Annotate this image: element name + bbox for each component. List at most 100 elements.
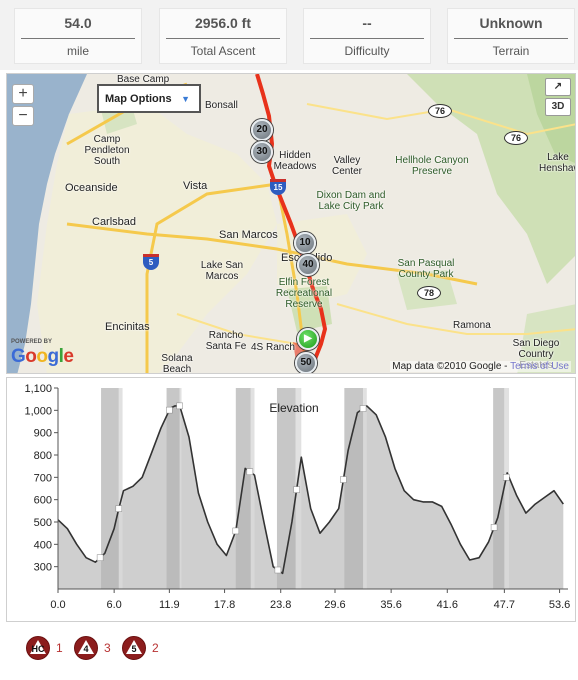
- distance-marker-10[interactable]: 10: [294, 232, 316, 254]
- hc-climb-icon: HC: [26, 636, 50, 660]
- mountain-icon: [78, 640, 94, 654]
- x-tick-label: 29.6: [324, 599, 345, 611]
- climb-category: HC: [31, 644, 45, 654]
- road: [176, 313, 298, 345]
- stat-total-ascent-value: 2956.0 ft: [194, 15, 252, 31]
- map-data-credit: Map data ©2010 Google -: [392, 361, 511, 372]
- stat-difficulty-label: Difficulty: [344, 44, 390, 58]
- cat5-climb-icon: 5: [122, 636, 146, 660]
- climb-band: [166, 388, 180, 589]
- stat-distance: 54.0 mile: [14, 8, 142, 64]
- google-logo[interactable]: Google: [11, 346, 74, 367]
- stat-total-ascent: 2956.0 ft Total Ascent: [159, 8, 287, 64]
- waypoint-marker: [176, 402, 183, 410]
- place-label: Dixon Dam and Lake City Park: [316, 190, 386, 212]
- waypoint-marker: [166, 406, 173, 414]
- y-tick-label: 800: [34, 450, 52, 462]
- place-label: San Pasqual County Park: [397, 258, 455, 280]
- highway-shield-76: 76: [428, 104, 452, 118]
- highway-shield-78: 78: [417, 286, 441, 300]
- view-3d-button[interactable]: 3D: [545, 98, 571, 116]
- waypoint-marker: [490, 524, 498, 531]
- zoom-in-button[interactable]: +: [12, 84, 34, 104]
- y-tick-label: 1,100: [24, 383, 52, 395]
- park-area: [517, 304, 575, 373]
- place-label: Bonsall: [205, 100, 238, 111]
- place-label: Valley Center: [331, 155, 362, 177]
- place-label: Oceanside: [65, 182, 118, 194]
- place-label: Vista: [183, 180, 208, 192]
- climb-band: [276, 388, 296, 589]
- park-area: [527, 74, 575, 164]
- x-tick-label: 53.6: [549, 599, 570, 611]
- x-tick-label: 35.6: [380, 599, 401, 611]
- zoom-out-button[interactable]: −: [12, 106, 34, 126]
- x-tick-label: 11.9: [159, 599, 180, 611]
- elevation-line: [57, 405, 564, 575]
- place-label: Solana Beach: [161, 353, 193, 374]
- waypoint-marker: [502, 474, 510, 481]
- climb-band-light: [363, 388, 367, 589]
- route-stats-bar: 54.0 mile 2956.0 ft Total Ascent -- Diff…: [0, 0, 578, 70]
- climb-band-light: [118, 388, 123, 589]
- place-label: 4S Ranch: [251, 342, 295, 353]
- park-area: [407, 74, 575, 284]
- road: [66, 222, 478, 286]
- road: [336, 303, 575, 335]
- stat-distance-value: 54.0: [64, 15, 92, 31]
- place-label: Hidden Meadows: [273, 150, 317, 172]
- map-options-button[interactable]: Map Options ▼: [97, 84, 201, 113]
- climb-band: [344, 388, 364, 589]
- climb-band-light: [504, 388, 510, 589]
- y-tick-label: 300: [34, 562, 52, 574]
- distance-marker-20[interactable]: 20: [251, 119, 273, 141]
- map-options-label: Map Options: [105, 93, 172, 105]
- y-tick-label: 1,000: [24, 405, 52, 417]
- interstate-shield-15: 15: [270, 179, 286, 195]
- stat-difficulty: -- Difficulty: [303, 8, 431, 64]
- stat-terrain-label: Terrain: [492, 44, 530, 58]
- place-label: Lake Henshaw: [539, 152, 575, 174]
- stat-distance-label: mile: [66, 44, 89, 58]
- mountain-icon: [30, 640, 46, 654]
- stat-difficulty-value: --: [362, 15, 372, 31]
- place-label: Hellhole Canyon Preserve: [395, 155, 469, 177]
- climb-band: [101, 388, 119, 589]
- y-tick-label: 400: [34, 539, 52, 551]
- distance-marker-30[interactable]: 30: [251, 141, 273, 163]
- stat-terrain-value: Unknown: [479, 15, 543, 31]
- climb-category: 5: [131, 644, 137, 654]
- powered-by-label: POWERED BY: [11, 339, 53, 345]
- terms-of-use-link[interactable]: Terms of Use: [510, 361, 569, 372]
- cat4-climb-icon: 4: [74, 636, 98, 660]
- stat-divider: [166, 38, 280, 39]
- distance-marker-50[interactable]: 50: [295, 352, 317, 373]
- stat-divider: [21, 38, 135, 39]
- distance-marker-40[interactable]: 40: [297, 254, 319, 276]
- mountain-icon: [126, 640, 142, 654]
- y-tick-label: 700: [34, 472, 52, 484]
- climb-band: [235, 388, 251, 589]
- climb-band-light: [179, 388, 182, 589]
- place-label: San Marcos: [219, 229, 278, 241]
- place-label: Elfin Forest Recreational Reserve: [275, 277, 333, 310]
- y-tick-label: 600: [34, 495, 52, 507]
- expand-map-button[interactable]: ↗: [545, 78, 571, 96]
- start-marker[interactable]: ▶: [297, 328, 319, 350]
- elevation-area: [58, 405, 564, 589]
- ocean: [7, 74, 87, 373]
- climb-band-light: [250, 388, 255, 589]
- map-attribution: Map data ©2010 Google - Terms of Use: [390, 361, 571, 372]
- waypoint-marker: [293, 486, 300, 493]
- road: [145, 182, 278, 373]
- x-tick-label: 23.8: [270, 599, 291, 611]
- waypoint-marker: [115, 505, 123, 512]
- waypoint-marker: [246, 468, 254, 475]
- highway-shield-76: 76: [504, 131, 528, 145]
- stat-terrain: Unknown Terrain: [447, 8, 575, 64]
- climb-count: 3: [104, 641, 111, 655]
- route-map[interactable]: Base Camp Bonsall Camp Pendleton South O…: [6, 73, 576, 374]
- place-label: Encinitas: [105, 321, 150, 333]
- urban-area: [37, 104, 277, 373]
- waypoint-marker: [96, 554, 104, 561]
